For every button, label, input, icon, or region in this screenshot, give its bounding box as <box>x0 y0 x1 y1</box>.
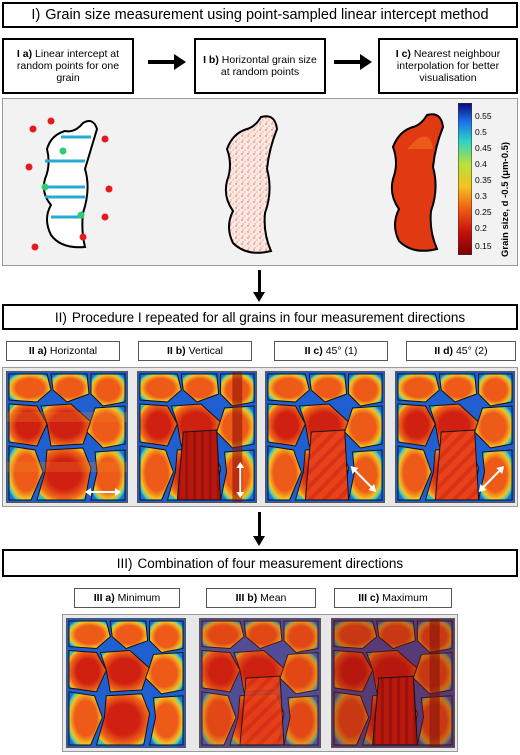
step-1b-prefix: I b) <box>203 54 219 66</box>
section1-figure-panel: 0.55 0.5 0.45 0.4 0.35 0.3 0.25 0.2 0.15… <box>2 98 518 266</box>
down-arrow-icon <box>253 512 265 546</box>
step-1b-box: I b) Horizontal grain size at random poi… <box>194 38 326 94</box>
double-arrow-diagonal-icon <box>478 466 505 492</box>
panel-2b-label: II b) Vertical <box>138 341 252 361</box>
colorbar-tick: 0.25 <box>475 207 492 217</box>
step-1a-text: Linear intercept at random points for on… <box>16 48 120 84</box>
step-1c-text: Nearest neighbour interpolation for bett… <box>396 48 501 84</box>
panel-2c-text: 45° (1) <box>325 345 358 357</box>
panel-3c-prefix: III c) <box>358 592 380 604</box>
section3-figure-panel <box>62 614 458 752</box>
section2-prefix: II) <box>54 309 67 325</box>
step-1a-box: I a) Linear intercept at random points f… <box>2 38 134 94</box>
mean-map <box>199 618 321 748</box>
panel-2a-text: Horizontal <box>49 345 98 357</box>
panel-3a-prefix: III a) <box>93 592 115 604</box>
colorbar-ticks: 0.55 0.5 0.45 0.4 0.35 0.3 0.25 0.2 0.15 <box>475 103 499 255</box>
colorbar-tick: 0.3 <box>475 191 487 201</box>
section3-title-box: III) Combination of four measurement dir… <box>2 549 518 577</box>
panel-3c-text: Maximum <box>382 592 428 604</box>
grain-intercept-illustration <box>25 117 113 251</box>
colorbar-tick: 0.35 <box>475 175 492 185</box>
section1-title: Grain size measurement using point-sampl… <box>45 7 489 23</box>
section2-figure-panel <box>2 367 518 507</box>
double-arrow-vertical-icon <box>236 462 245 498</box>
panel-2d-text: 45° (2) <box>455 345 488 357</box>
panel-2c-prefix: II c) <box>304 345 323 357</box>
step-1b-text: Horizontal grain size at random points <box>220 54 317 78</box>
double-arrow-horizontal-icon <box>85 488 121 496</box>
diagonal2-map <box>395 371 515 503</box>
panel-3b-prefix: III b) <box>235 592 258 604</box>
panel-2c-label: II c) 45° (1) <box>274 341 388 361</box>
arrow-right-icon <box>334 54 372 70</box>
panel-2d-label: II d) 45° (2) <box>406 341 516 361</box>
colorbar-tick: 0.5 <box>475 127 487 137</box>
colorbar-axis-label: Grain size, d -0.5 (μm-0.5) <box>500 141 511 257</box>
diagonal1-map <box>265 371 385 503</box>
maximum-map <box>331 618 455 748</box>
panel-3a-label: III a) Minimum <box>74 588 180 608</box>
minimum-map <box>66 618 186 748</box>
section2-title-box: II) Procedure I repeated for all grains … <box>2 304 518 330</box>
panel-3c-label: III c) Maximum <box>334 588 452 608</box>
section2-title: Procedure I repeated for all grains in f… <box>71 309 466 325</box>
sampled-grain-illustration <box>224 115 279 254</box>
section3-prefix: III) <box>116 555 133 571</box>
colorbar-tick: 0.15 <box>475 241 492 251</box>
section1-title-box: I) Grain size measurement using point-sa… <box>2 2 518 28</box>
panel-3a-text: Minimum <box>117 592 161 604</box>
panel-2d-prefix: II d) <box>434 345 454 357</box>
panel-2b-prefix: II b) <box>166 345 186 357</box>
horizontal-map <box>6 371 128 503</box>
interpolated-grain-illustration <box>390 113 445 252</box>
step-1c-prefix: I c) <box>395 48 411 60</box>
panel-2b-text: Vertical <box>188 345 224 357</box>
section3-title: Combination of four measurement directio… <box>137 555 404 571</box>
colorbar-tick: 0.2 <box>475 223 487 233</box>
panel-3b-label: III b) Mean <box>206 588 316 608</box>
double-arrow-diagonal-icon <box>350 466 377 492</box>
colorbar-tick: 0.4 <box>475 159 487 169</box>
vertical-map <box>137 371 257 503</box>
step-1c-box: I c) Nearest neighbour interpolation for… <box>378 38 518 94</box>
panel-2a-label: II a) Horizontal <box>6 341 120 361</box>
down-arrow-icon <box>253 270 265 302</box>
step-1a-prefix: I a) <box>16 48 33 60</box>
panel-2a-prefix: II a) <box>28 345 47 357</box>
colorbar-tick: 0.45 <box>475 143 492 153</box>
colorbar-tick: 0.55 <box>475 111 492 121</box>
colorbar <box>458 103 472 255</box>
section1-prefix: I) <box>31 7 41 23</box>
panel-3b-text: Mean <box>260 592 287 604</box>
arrow-right-icon <box>148 54 186 70</box>
